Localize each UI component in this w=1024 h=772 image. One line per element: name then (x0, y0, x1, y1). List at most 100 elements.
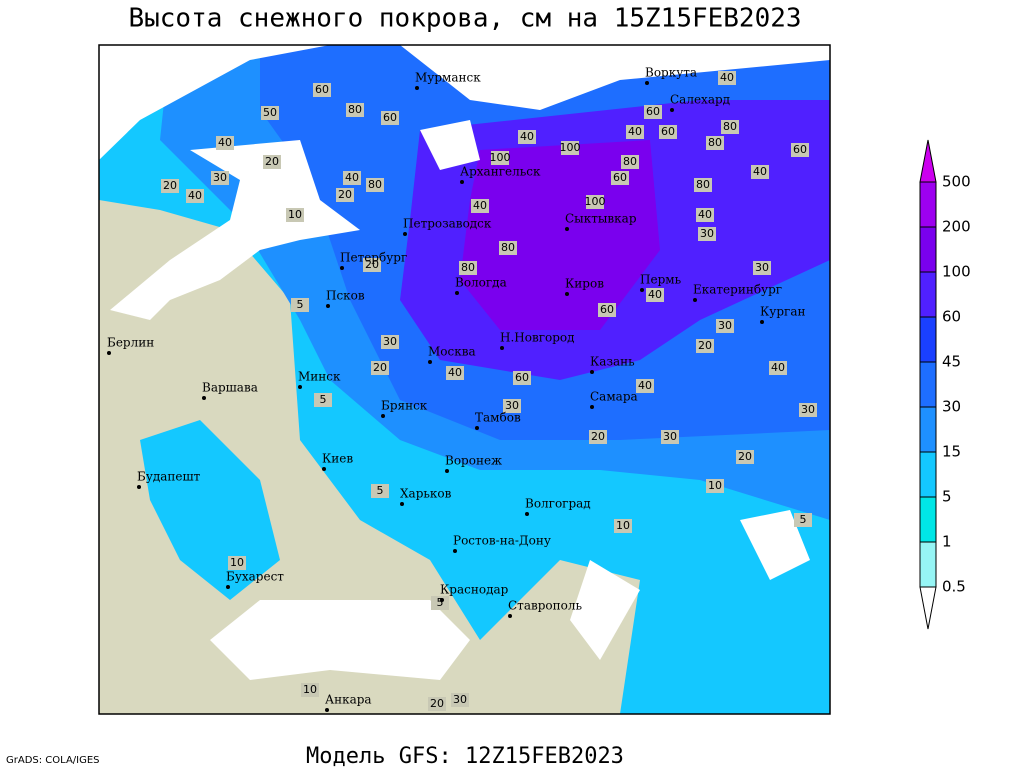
snow-zone (460, 140, 660, 330)
city-dot (565, 292, 569, 296)
contour-label: 30 (453, 693, 467, 706)
city-label: Архангельск (460, 165, 541, 179)
city-dot (508, 614, 512, 618)
city-dot (440, 598, 444, 602)
city-dot (381, 414, 385, 418)
contour-label: 80 (623, 155, 637, 168)
contour-label-box (736, 450, 754, 464)
contour-label-box (706, 479, 724, 493)
city-label: Берлин (107, 336, 154, 350)
contour-label: 5 (320, 393, 327, 406)
contour-label-box (753, 261, 771, 275)
contour-label: 20 (698, 339, 712, 352)
city-dot (137, 485, 141, 489)
contour-label-box (161, 179, 179, 193)
city-label: Воркута (645, 66, 697, 80)
contour-label: 5 (437, 596, 444, 609)
city-label: Волгоград (525, 497, 591, 511)
contour-label: 10 (288, 208, 302, 221)
colorbar-label: 0.5 (942, 578, 966, 596)
city-label: Тамбов (475, 411, 521, 425)
contour-label: 20 (373, 361, 387, 374)
city-label: Салехард (670, 93, 730, 107)
contour-label: 80 (723, 120, 737, 133)
colorbar-box (919, 406, 937, 453)
city-label: Ставрополь (508, 599, 582, 613)
city-dot (107, 351, 111, 355)
city-label: Киров (565, 277, 604, 291)
map (99, 45, 830, 714)
contour-label: 40 (698, 208, 712, 221)
city-dot (226, 585, 230, 589)
city-label: Мурманск (415, 71, 481, 85)
contour-label: 60 (646, 105, 660, 118)
contour-label: 5 (377, 484, 384, 497)
city-label: Петербург (340, 251, 407, 265)
contour-label-box (366, 178, 384, 192)
city-dot (760, 320, 764, 324)
contour-label-box (459, 261, 477, 275)
contour-label: 40 (628, 125, 642, 138)
contour-label-box (446, 366, 464, 380)
contour-label-box (518, 130, 536, 144)
city-label: Брянск (381, 399, 428, 413)
contour-label: 30 (718, 319, 732, 332)
contour-label: 50 (263, 106, 277, 119)
sea (570, 560, 640, 660)
city-label: Пермь (640, 273, 682, 287)
contour-label-box (301, 683, 319, 697)
colorbar-label: 1 (942, 533, 952, 551)
contour-label: 80 (461, 261, 475, 274)
contour-label: 30 (663, 430, 677, 443)
contour-label: 20 (738, 450, 752, 463)
city-dot (645, 81, 649, 85)
contour-label-box (491, 151, 509, 165)
city-label: Псков (326, 289, 365, 303)
contour-label: 40 (520, 130, 534, 143)
colorbar-box (919, 316, 937, 363)
contour-label: 40 (648, 288, 662, 301)
city-dot (326, 304, 330, 308)
contour-label: 60 (661, 125, 675, 138)
colorbar-label: 45 (942, 353, 961, 371)
city-dot (415, 86, 419, 90)
contour-label-box (586, 195, 604, 209)
city-label: Ростов-на-Дону (453, 534, 551, 548)
contour-label-box (646, 288, 664, 302)
contour-label: 60 (515, 371, 529, 384)
contour-label-box (696, 339, 714, 353)
city-dot (202, 396, 206, 400)
contour-label: 40 (753, 165, 767, 178)
contour-label: 5 (800, 513, 807, 526)
city-label: Курган (760, 305, 805, 319)
city-label: Бухарест (226, 570, 284, 584)
contour-label: 30 (801, 403, 815, 416)
city-label: Екатеринбург (693, 283, 782, 297)
contour-label-box (769, 361, 787, 375)
contour-label-box (499, 241, 517, 255)
contour-label-box (636, 379, 654, 393)
contour-label: 60 (600, 303, 614, 316)
city-label: Анкара (325, 693, 372, 707)
colorbar-box (919, 361, 937, 408)
contour-label-box (286, 208, 304, 222)
title: Высота снежного покрова, см на 15Z15FEB2… (128, 4, 801, 34)
sea (400, 45, 830, 110)
colorbar-box (919, 451, 937, 498)
contour-label-box (451, 693, 469, 707)
sea (99, 45, 330, 160)
contour-label-box (598, 303, 616, 317)
contour-label-box (561, 141, 579, 155)
contour-label: 40 (720, 71, 734, 84)
colorbar-label: 100 (942, 263, 971, 281)
contour-label-box (343, 171, 361, 185)
city-dot (455, 291, 459, 295)
city-dot (400, 502, 404, 506)
city-dot (590, 405, 594, 409)
contour-label-box (431, 596, 449, 610)
colorbar-box (919, 226, 937, 273)
city-dot (460, 180, 464, 184)
colorbar-box (919, 181, 937, 228)
city-label: Казань (590, 355, 635, 369)
